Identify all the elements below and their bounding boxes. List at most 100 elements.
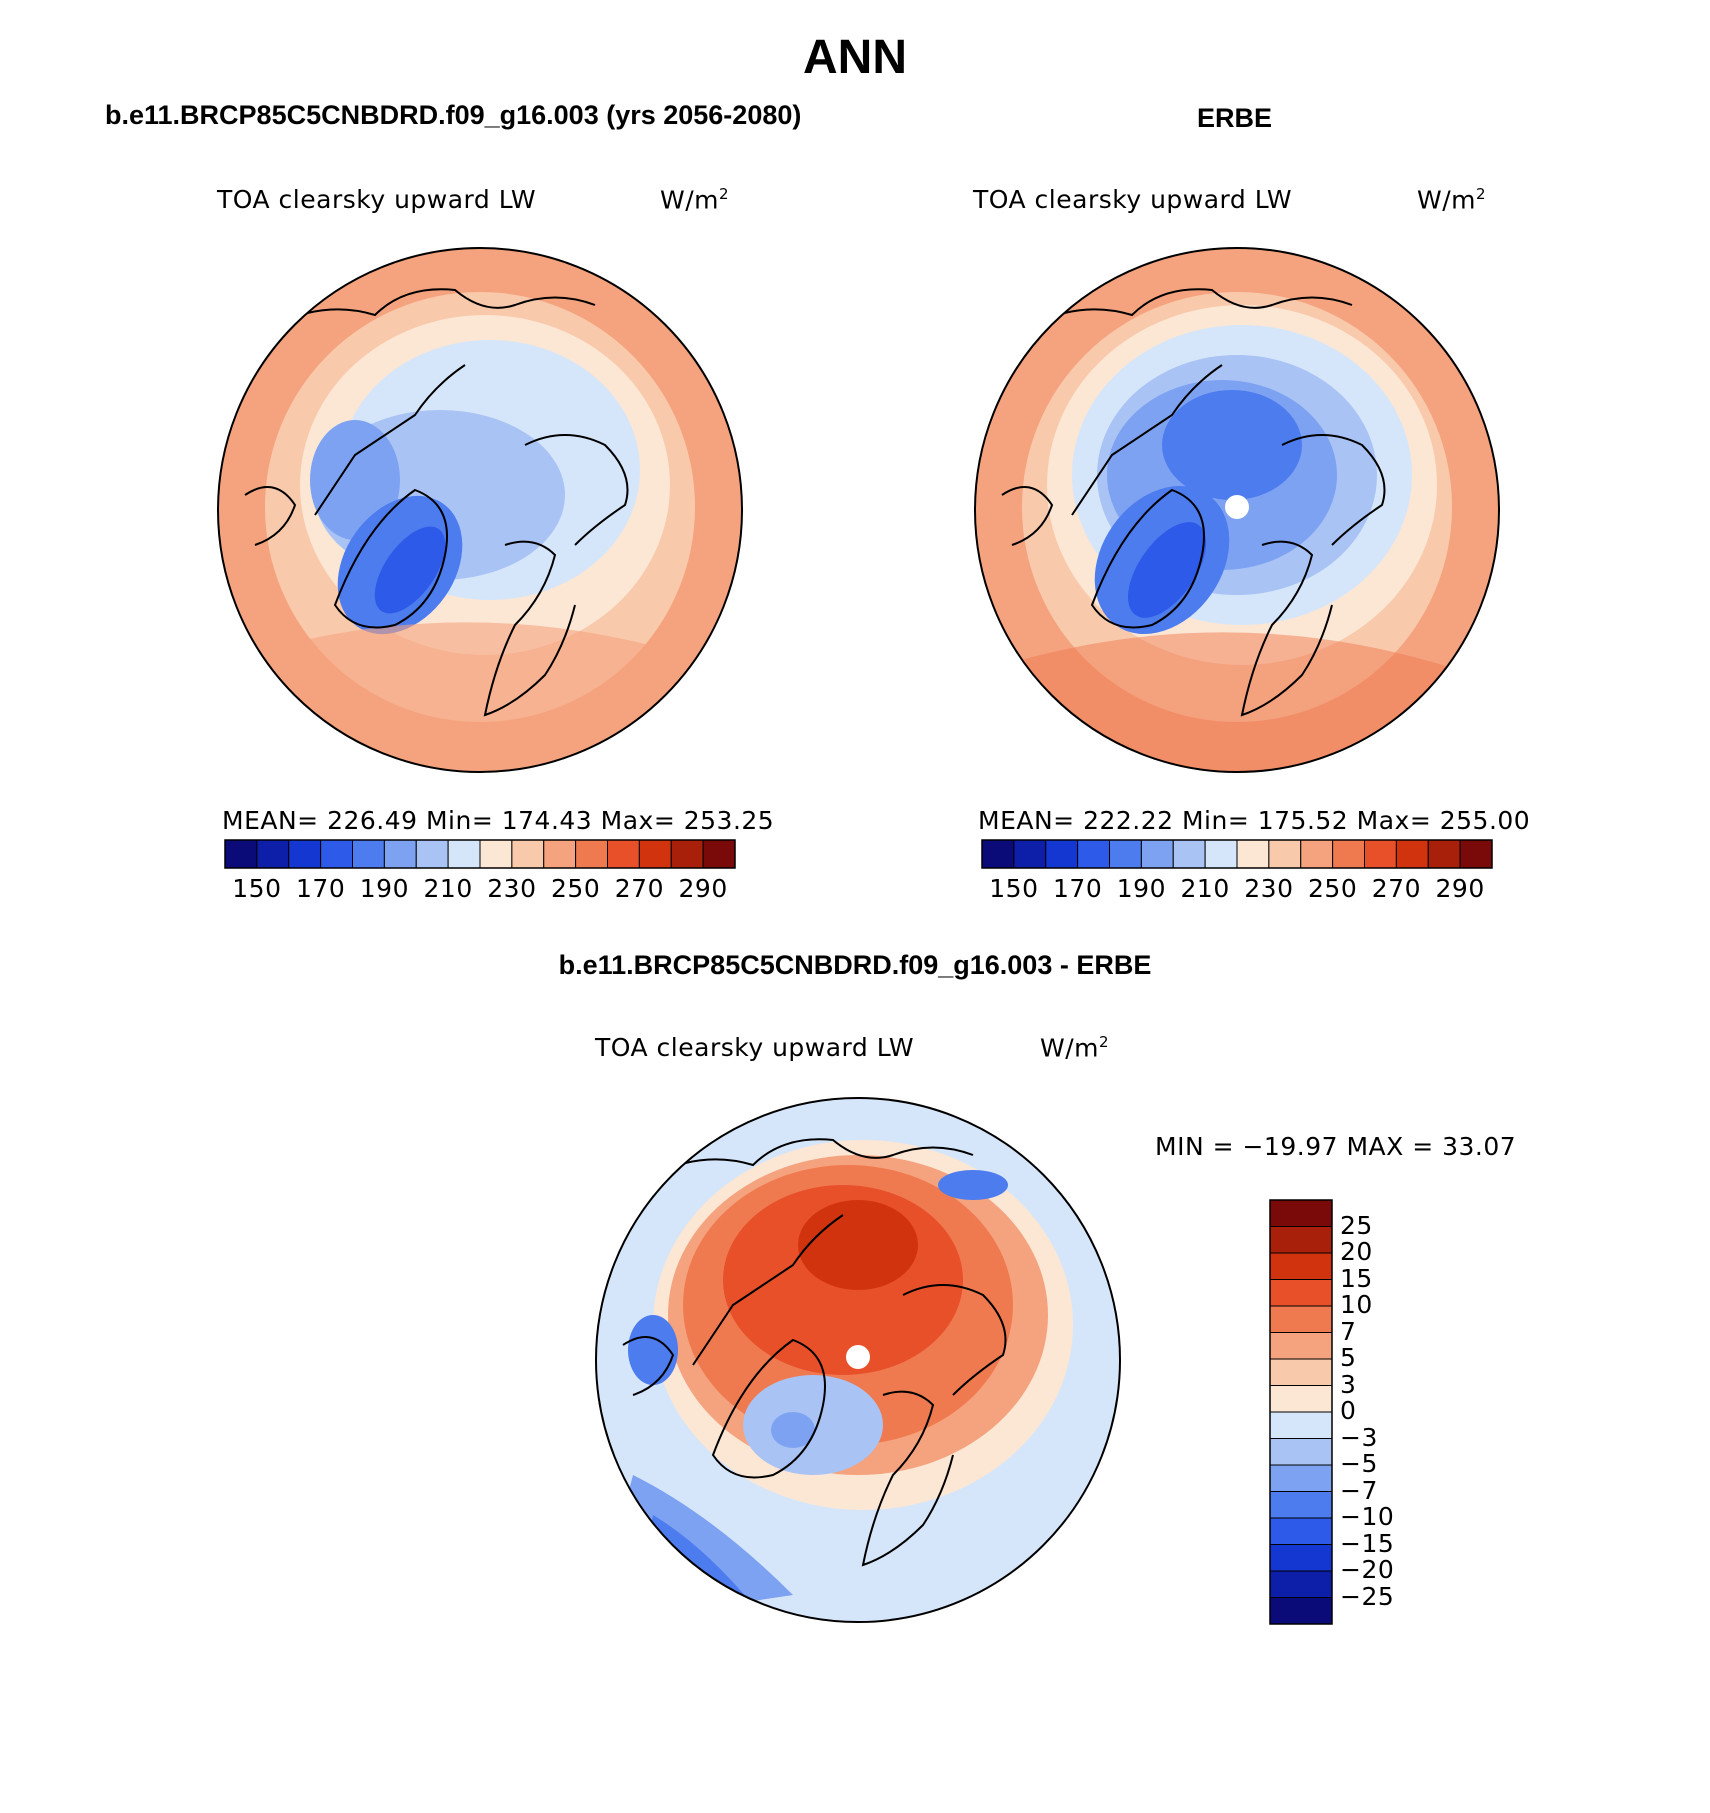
colorbar-swatch — [1459, 839, 1493, 869]
colorbar-tick-label: 230 — [487, 874, 537, 903]
diff-pole-hole — [846, 1345, 870, 1369]
colorbar-swatch — [1269, 1491, 1333, 1519]
colorbar-swatch — [1236, 839, 1270, 869]
obs-variable-title: TOA clearsky upward LW — [973, 185, 1293, 214]
diff-colorbar — [1269, 1199, 1333, 1625]
colorbar-swatch — [981, 839, 1015, 869]
model-colorbar — [224, 839, 736, 869]
diff-variable-title: TOA clearsky upward LW — [595, 1033, 915, 1062]
colorbar-swatch — [352, 839, 385, 869]
colorbar-tick-label: 5 — [1340, 1343, 1357, 1372]
colorbar-tick-label: −25 — [1340, 1581, 1395, 1611]
colorbar-tick-label: 0 — [1340, 1396, 1357, 1425]
diff-coastline-greenland — [711, 1338, 826, 1479]
colorbar-swatch — [1427, 839, 1461, 869]
model-coastline-alaska — [244, 486, 297, 546]
diff-coastline-arctic — [692, 1214, 844, 1366]
colorbar-swatch — [1269, 1464, 1333, 1492]
colorbar-swatch — [1013, 839, 1047, 869]
colorbar-tick-label: 290 — [1435, 874, 1485, 903]
colorbar-swatch — [1269, 1252, 1333, 1280]
colorbar-swatch — [1364, 839, 1397, 869]
obs-coastline-siberia — [1281, 434, 1386, 546]
colorbar-tick-label: 150 — [989, 874, 1039, 903]
colorbar-swatch — [1269, 1279, 1333, 1307]
colorbar-swatch — [1109, 839, 1142, 869]
diff-map-border — [595, 1097, 1121, 1623]
model-coastline-asia — [274, 288, 596, 326]
diff-polar-map — [595, 1097, 1121, 1623]
colorbar-tick-label: 270 — [614, 874, 664, 903]
colorbar-swatch — [1332, 839, 1365, 869]
colorbar-tick-label: 230 — [1244, 874, 1294, 903]
colorbar-swatch — [575, 839, 608, 869]
colorbar-swatch — [1269, 1226, 1333, 1254]
colorbar-tick-label: 170 — [296, 874, 346, 903]
colorbar-swatch — [1300, 839, 1334, 869]
colorbar-swatch — [1269, 1358, 1333, 1386]
colorbar-swatch — [1204, 839, 1238, 869]
diff-coastline-asia — [652, 1138, 974, 1176]
colorbar-tick-label: −3 — [1340, 1422, 1378, 1452]
colorbar-swatch — [1269, 1385, 1333, 1413]
colorbar-tick-label: −20 — [1340, 1555, 1395, 1584]
obs-coastline-arctic — [1071, 364, 1223, 516]
colorbar-swatch — [256, 839, 290, 869]
colorbar-tick-label: 10 — [1340, 1290, 1373, 1319]
colorbar-tick-label: 210 — [1180, 874, 1230, 903]
diff-field-neg-alaska — [628, 1315, 678, 1385]
model-polar-map — [217, 247, 743, 773]
colorbar-tick-label: −10 — [1340, 1502, 1395, 1531]
diff-stats: MIN = −19.97 MAX = 33.07 — [1155, 1132, 1517, 1161]
model-map-border — [217, 247, 743, 773]
colorbar-swatch — [1269, 1305, 1333, 1333]
colorbar-tick-label: 190 — [1116, 874, 1166, 903]
colorbar-swatch — [702, 839, 736, 869]
colorbar-swatch — [1395, 839, 1429, 869]
obs-coastline-greenland — [1090, 488, 1205, 629]
colorbar-tick-label: −15 — [1340, 1528, 1395, 1558]
colorbar-tick-label: −5 — [1340, 1449, 1378, 1478]
colorbar-swatch — [1077, 839, 1110, 869]
obs-coastline-asia — [1031, 288, 1353, 326]
obs-stats: MEAN= 222.22 Min= 175.52 Max= 255.00 — [978, 806, 1531, 835]
model-stats: MEAN= 226.49 Min= 174.43 Max= 253.25 — [222, 806, 775, 835]
obs-panel-title: ERBE — [1197, 103, 1273, 133]
main-title: ANN — [803, 31, 907, 84]
colorbar-tick-label: 20 — [1340, 1237, 1373, 1266]
colorbar-tick-label: 190 — [359, 874, 409, 903]
diff-panel-title: b.e11.BRCP85C5CNBDRD.f09_g16.003 - ERBE — [558, 950, 1152, 980]
diff-field-neg-greenland-b — [771, 1412, 815, 1448]
colorbar-swatch — [1269, 1544, 1333, 1572]
colorbar-swatch — [288, 839, 322, 869]
colorbar-tick-label: 15 — [1340, 1263, 1373, 1293]
colorbar-swatch — [479, 839, 513, 869]
colorbar-tick-label: 170 — [1053, 874, 1103, 903]
diff-coastline-siberia — [902, 1284, 1007, 1396]
colorbar-swatch — [1269, 1597, 1333, 1625]
colorbar-swatch — [670, 839, 704, 869]
diff-field-neg-pacific — [938, 1170, 1008, 1200]
obs-map-border — [974, 247, 1500, 773]
model-coastline-greenland — [333, 488, 448, 629]
colorbar-tick-label: 7 — [1340, 1316, 1357, 1346]
model-panel-title: b.e11.BRCP85C5CNBDRD.f09_g16.003 (yrs 20… — [105, 100, 802, 130]
obs-coastline-alaska — [1001, 486, 1054, 546]
diff-units: W/m2 — [1040, 1033, 1110, 1063]
colorbar-tick-label: 3 — [1340, 1369, 1357, 1399]
colorbar-swatch — [1172, 839, 1206, 869]
colorbar-tick-label: 250 — [1308, 874, 1358, 903]
colorbar-swatch — [1045, 839, 1079, 869]
colorbar-swatch — [1269, 1332, 1333, 1360]
model-field-canada — [310, 420, 400, 540]
colorbar-tick-label: 270 — [1371, 874, 1421, 903]
diff-field-pos-20 — [798, 1200, 918, 1290]
diff-coastline-alaska — [622, 1336, 675, 1396]
model-coastline-siberia — [524, 434, 629, 546]
colorbar-swatch — [320, 839, 353, 869]
colorbar-swatch — [1268, 839, 1302, 869]
colorbar-swatch — [1269, 1517, 1333, 1545]
model-coastline-arctic — [314, 364, 466, 516]
colorbar-swatch — [415, 839, 449, 869]
colorbar-swatch — [224, 839, 258, 869]
